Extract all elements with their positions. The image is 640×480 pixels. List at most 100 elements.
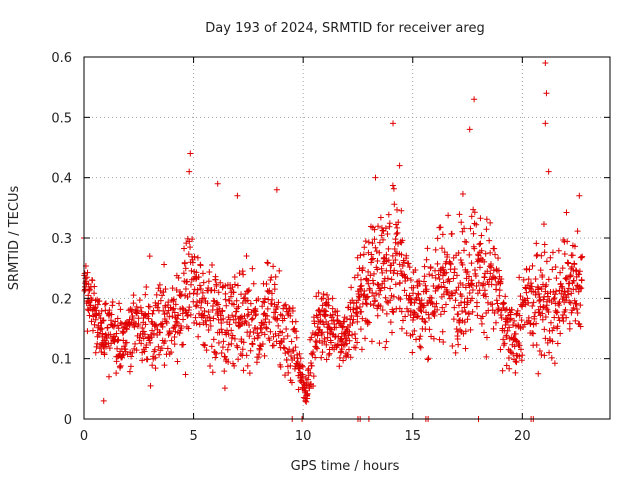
data-point: [307, 369, 314, 376]
data-point: [401, 287, 408, 294]
data-point: [557, 330, 564, 337]
data-point: [482, 290, 489, 297]
data-point: [231, 274, 238, 281]
data-point: [282, 301, 289, 308]
data-point: [85, 298, 92, 305]
data-point: [494, 307, 501, 314]
data-point: [270, 342, 277, 349]
data-point: [106, 345, 113, 352]
data-point: [553, 288, 560, 295]
data-point: [209, 303, 216, 310]
data-point: [306, 385, 313, 392]
data-point: [184, 278, 191, 285]
data-point: [487, 249, 494, 256]
data-point: [249, 265, 256, 272]
data-point: [179, 305, 186, 312]
data-point: [551, 295, 558, 302]
data-point: [500, 300, 507, 307]
data-point: [339, 323, 346, 330]
data-point: [146, 303, 153, 310]
data-point: [411, 327, 418, 334]
data-point: [222, 290, 229, 297]
data-point: [261, 295, 268, 302]
data-point: [405, 308, 412, 315]
data-point: [132, 340, 139, 347]
data-point: [520, 276, 527, 283]
data-point: [407, 277, 414, 284]
data-point: [557, 269, 564, 276]
data-point: [352, 335, 359, 342]
data-point: [415, 313, 422, 320]
data-point: [338, 336, 345, 343]
data-point: [503, 333, 510, 340]
data-point: [394, 206, 401, 213]
data-point: [577, 285, 584, 292]
data-point: [531, 315, 538, 322]
data-point: [374, 266, 381, 273]
data-point: [91, 283, 98, 290]
data-point: [498, 314, 505, 321]
data-point: [371, 236, 378, 243]
data-point: [273, 186, 280, 193]
data-point: [487, 219, 494, 226]
data-point: [437, 311, 444, 318]
data-point: [372, 174, 379, 181]
data-point: [478, 247, 485, 254]
data-point: [218, 326, 225, 333]
data-point: [176, 330, 183, 337]
data-point: [350, 306, 357, 313]
data-point: [537, 267, 544, 274]
data-point: [208, 343, 215, 350]
data-point: [390, 293, 397, 300]
data-point: [497, 279, 504, 286]
data-point: [137, 304, 144, 311]
data-point: [285, 369, 292, 376]
data-point: [281, 302, 288, 309]
data-point: [261, 299, 268, 306]
data-point: [491, 274, 498, 281]
data-point: [461, 225, 468, 232]
data-point: [128, 353, 135, 360]
data-point: [141, 348, 148, 355]
data-point: [553, 309, 560, 316]
data-point: [209, 369, 216, 376]
data-point: [247, 347, 254, 354]
data-point: [308, 350, 315, 357]
data-point: [147, 382, 154, 389]
data-point: [178, 325, 185, 332]
data-point: [180, 341, 187, 348]
data-point: [100, 317, 107, 324]
data-point: [542, 120, 549, 127]
data-point: [538, 286, 545, 293]
data-point: [119, 352, 126, 359]
data-point: [546, 349, 553, 356]
data-point: [244, 297, 251, 304]
data-point: [426, 326, 433, 333]
data-point: [156, 351, 163, 358]
data-point: [573, 306, 580, 313]
data-point: [564, 238, 571, 245]
data-point: [108, 340, 115, 347]
data-point: [440, 266, 447, 273]
data-point: [309, 351, 316, 358]
data-point: [504, 327, 511, 334]
data-point: [530, 330, 537, 337]
data-point: [160, 307, 167, 314]
data-point: [230, 316, 237, 323]
data-point: [381, 278, 388, 285]
data-point: [478, 320, 485, 327]
data-point: [357, 252, 364, 259]
data-point: [352, 344, 359, 351]
data-point: [266, 287, 273, 294]
data-point: [561, 251, 568, 258]
data-point: [441, 308, 448, 315]
data-point: [554, 309, 561, 316]
data-point: [577, 302, 584, 309]
data-point: [96, 298, 103, 305]
data-point: [578, 254, 585, 261]
data-point: [446, 278, 453, 285]
data-point: [296, 350, 303, 357]
data-point: [511, 343, 518, 350]
